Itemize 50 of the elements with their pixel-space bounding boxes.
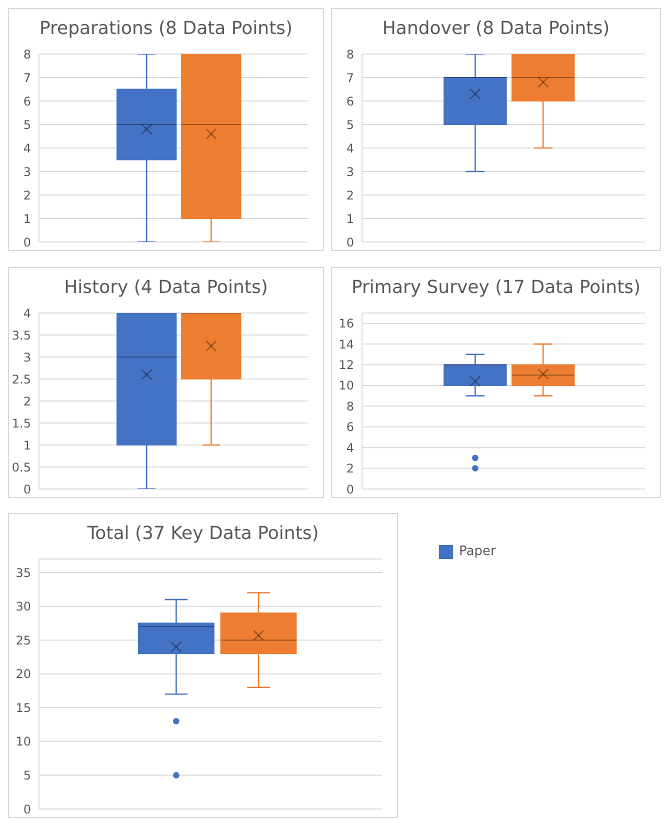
y-tick-label: 15 xyxy=(16,700,31,715)
y-tick-label: 6 xyxy=(346,420,354,434)
y-tick-label: 5 xyxy=(23,118,31,132)
y-tick-label: 3 xyxy=(23,164,31,179)
y-tick-label: 2 xyxy=(23,394,31,408)
y-tick-label: 2 xyxy=(346,462,354,476)
y-tick-label: 5 xyxy=(346,118,354,132)
chart-title: Preparations (8 Data Points) xyxy=(38,17,294,41)
y-tick-label: 1.5 xyxy=(12,416,31,430)
y-tick-label: 2.5 xyxy=(12,372,31,386)
y-tick-label: 30 xyxy=(16,600,31,614)
y-tick-label: 5 xyxy=(23,768,31,782)
y-tick-label: 8 xyxy=(346,47,354,62)
y-tick-label: 4 xyxy=(23,306,31,320)
y-tick-label: 3 xyxy=(346,164,354,179)
y-tick-label: 20 xyxy=(16,667,31,682)
y-tick-label: 35 xyxy=(16,566,31,580)
y-tick-label: 1 xyxy=(23,438,31,452)
y-tick-label: 2 xyxy=(23,188,31,202)
y-tick-label: 10 xyxy=(16,734,31,749)
y-tick-label: 0 xyxy=(346,235,354,250)
y-tick-label: 0 xyxy=(23,482,31,496)
y-tick-label: 2 xyxy=(346,188,354,202)
y-tick-label: 0 xyxy=(23,235,31,250)
y-tick-label: 7 xyxy=(23,70,31,85)
y-tick-label: 8 xyxy=(23,47,31,62)
y-tick-label: 4 xyxy=(346,440,354,455)
y-tick-label: 3.5 xyxy=(12,328,31,342)
chart-title: Primary Survey (17 Data Points) xyxy=(350,276,642,300)
y-tick-label: 6 xyxy=(346,94,354,108)
y-tick-label: 4 xyxy=(346,141,354,156)
y-tick-label: 8 xyxy=(346,399,354,414)
y-tick-label: 1 xyxy=(23,212,31,226)
chart-title: Handover (8 Data Points) xyxy=(381,17,611,41)
y-tick-label: 25 xyxy=(16,633,31,648)
y-tick-label: 14 xyxy=(338,337,354,352)
y-tick-label: 16 xyxy=(338,316,354,331)
y-tick-label: 6 xyxy=(23,94,31,108)
y-tick-label: 12 xyxy=(338,358,354,372)
chart-title: History (4 Data Points) xyxy=(63,276,269,300)
y-tick-label: 10 xyxy=(338,378,354,393)
y-tick-label: 3 xyxy=(23,350,31,364)
legend-label: Paper xyxy=(458,544,496,559)
y-tick-label: 7 xyxy=(346,70,354,85)
chart-title: Total (37 Key Data Points) xyxy=(86,522,320,546)
y-tick-label: 4 xyxy=(23,141,31,156)
y-tick-label: 0 xyxy=(346,482,354,496)
y-tick-label: 1 xyxy=(346,212,354,226)
y-tick-label: 0 xyxy=(23,802,31,816)
y-tick-label: 0.5 xyxy=(12,460,31,474)
